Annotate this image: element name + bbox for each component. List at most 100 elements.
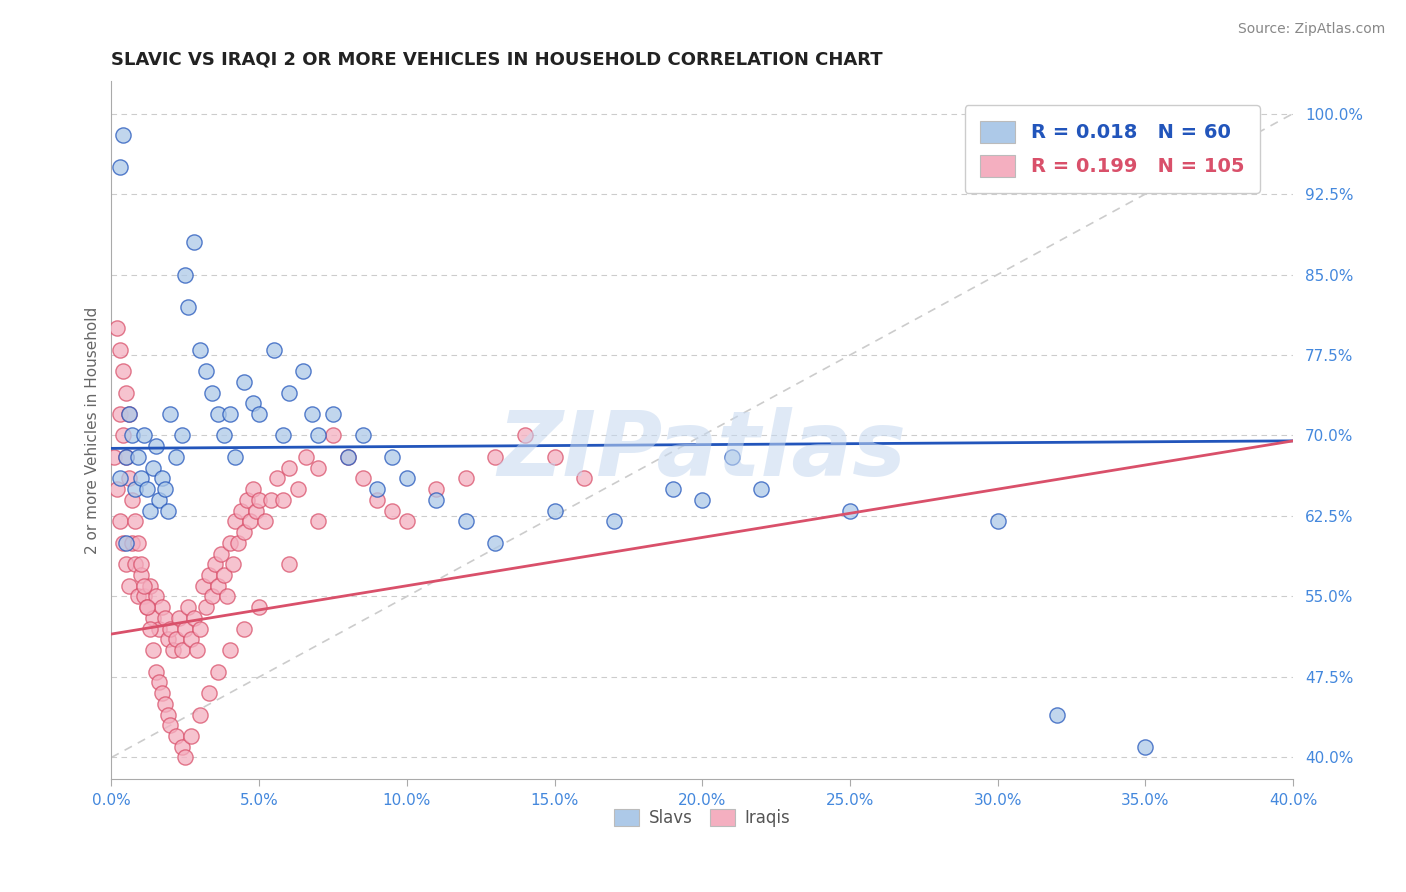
Point: [224, 514, 246, 528]
Point: [127, 450, 149, 464]
Point: [307, 428, 329, 442]
Point: [110, 407, 132, 421]
Point: [103, 450, 125, 464]
Point: [150, 686, 173, 700]
Legend: Slavs, Iraqis: Slavs, Iraqis: [607, 802, 797, 833]
Point: [198, 686, 221, 700]
Point: [194, 364, 217, 378]
Point: [145, 590, 167, 604]
Point: [165, 450, 187, 464]
Point: [292, 364, 315, 378]
Point: [165, 729, 187, 743]
Text: Source: ZipAtlas.com: Source: ZipAtlas.com: [1237, 22, 1385, 37]
Point: [191, 579, 214, 593]
Point: [132, 428, 155, 442]
Point: [484, 536, 506, 550]
Point: [172, 428, 194, 442]
Point: [124, 482, 146, 496]
Point: [277, 385, 299, 400]
Point: [124, 514, 146, 528]
Point: [105, 321, 128, 335]
Point: [690, 492, 713, 507]
Point: [247, 492, 270, 507]
Point: [188, 707, 211, 722]
Point: [212, 568, 235, 582]
Point: [231, 503, 253, 517]
Point: [215, 590, 238, 604]
Point: [198, 568, 221, 582]
Point: [142, 460, 165, 475]
Point: [239, 514, 262, 528]
Point: [139, 503, 162, 517]
Point: [159, 718, 181, 732]
Point: [245, 503, 267, 517]
Point: [186, 643, 208, 657]
Point: [233, 622, 256, 636]
Point: [183, 611, 205, 625]
Point: [180, 632, 202, 647]
Point: [135, 600, 157, 615]
Point: [188, 343, 211, 357]
Point: [218, 643, 240, 657]
Point: [110, 471, 132, 485]
Point: [366, 492, 388, 507]
Point: [142, 611, 165, 625]
Point: [112, 364, 135, 378]
Point: [336, 450, 359, 464]
Point: [207, 579, 229, 593]
Point: [153, 611, 176, 625]
Point: [132, 579, 155, 593]
Point: [322, 428, 344, 442]
Point: [395, 471, 418, 485]
Point: [127, 590, 149, 604]
Point: [135, 600, 157, 615]
Point: [247, 407, 270, 421]
Point: [661, 482, 683, 496]
Point: [148, 622, 170, 636]
Point: [236, 492, 259, 507]
Point: [260, 492, 283, 507]
Point: [233, 525, 256, 540]
Point: [233, 375, 256, 389]
Point: [129, 568, 152, 582]
Point: [307, 514, 329, 528]
Point: [159, 407, 181, 421]
Point: [277, 558, 299, 572]
Point: [242, 396, 264, 410]
Y-axis label: 2 or more Vehicles in Household: 2 or more Vehicles in Household: [86, 307, 100, 554]
Point: [112, 128, 135, 142]
Point: [110, 343, 132, 357]
Point: [839, 503, 862, 517]
Point: [425, 492, 447, 507]
Point: [156, 503, 179, 517]
Point: [139, 579, 162, 593]
Point: [153, 697, 176, 711]
Point: [115, 450, 138, 464]
Point: [352, 428, 374, 442]
Point: [381, 503, 404, 517]
Point: [1046, 707, 1069, 722]
Point: [207, 665, 229, 679]
Point: [209, 547, 232, 561]
Point: [115, 558, 138, 572]
Point: [174, 268, 197, 282]
Point: [135, 482, 157, 496]
Point: [115, 385, 138, 400]
Point: [602, 514, 624, 528]
Point: [124, 558, 146, 572]
Point: [118, 579, 141, 593]
Point: [295, 450, 318, 464]
Point: [156, 707, 179, 722]
Point: [174, 622, 197, 636]
Point: [277, 460, 299, 475]
Point: [218, 536, 240, 550]
Point: [395, 514, 418, 528]
Point: [110, 514, 132, 528]
Point: [212, 428, 235, 442]
Point: [218, 407, 240, 421]
Point: [484, 450, 506, 464]
Point: [271, 428, 294, 442]
Point: [253, 514, 276, 528]
Point: [228, 536, 250, 550]
Point: [145, 439, 167, 453]
